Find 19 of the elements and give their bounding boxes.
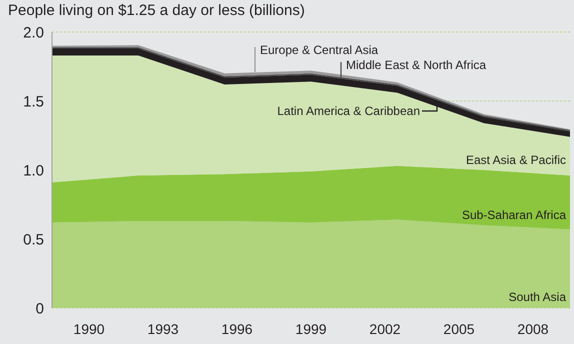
y-tick-label: 1.5 xyxy=(23,93,44,110)
series-label: South Asia xyxy=(508,290,566,304)
x-tick-label: 1990 xyxy=(73,320,105,337)
x-tick-label: 1996 xyxy=(221,320,253,337)
x-tick-label: 1999 xyxy=(295,320,327,337)
chart-title: People living on $1.25 a day or less (billions) xyxy=(8,2,305,19)
y-tick-label: 1.0 xyxy=(23,162,44,180)
x-tick-label: 2008 xyxy=(517,320,549,337)
series-label: Sub-Saharan Africa xyxy=(462,208,566,222)
y-tick-label: 0 xyxy=(36,300,44,318)
series-label: East Asia & Pacific xyxy=(466,153,566,167)
y-tick-label: 2.0 xyxy=(23,24,44,42)
x-tick-label: 1993 xyxy=(147,320,179,337)
x-tick-label: 2005 xyxy=(443,320,475,337)
legend-label: Middle East & North Africa xyxy=(346,58,486,72)
x-tick-label: 2002 xyxy=(369,320,401,337)
series-label: Europe & Central Asia xyxy=(260,43,378,57)
y-tick-label: 0.5 xyxy=(23,231,44,248)
series-label: Latin America & Caribbean xyxy=(277,104,420,118)
